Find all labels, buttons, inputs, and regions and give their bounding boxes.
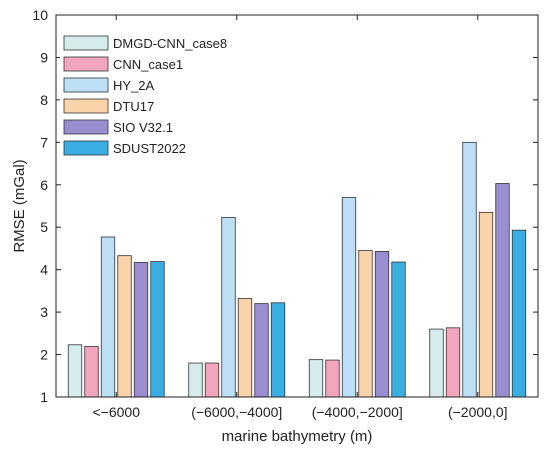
bar-dtu17-2 [358,250,373,398]
y-tick-label: 4 [40,262,48,278]
y-tick-label: 6 [40,177,48,193]
bar-cnn-case1-3 [445,327,461,398]
bars [67,141,527,398]
bar-sio-v32-1-3 [495,183,510,398]
bar-dmgd-cnn-case8-2 [308,359,324,398]
legend-swatch [63,98,109,114]
y-tick-label: 1 [40,389,48,405]
bar-dtu17-1 [237,298,253,398]
bar-sdust2022-1 [270,302,286,398]
bar-dtu17-3 [478,211,494,398]
y-tick-label: 8 [40,92,48,108]
bar-sdust2022-3 [511,229,527,398]
bar-dmgd-cnn-case8-1 [188,362,203,398]
y-tick-label: 3 [40,304,48,320]
legend: DMGD-CNN_case8 CNN_case1 HY_2A DTU17 SIO V32… [60,30,230,162]
plot-frame [55,14,539,398]
x-axis-ticks: <−6000 (−6000,−4000] (−4000,−2000] (−2000,0… [93,15,508,420]
bar-cnn-case1-2 [325,359,340,398]
bar-sio-v32-1-1 [254,303,269,398]
legend-swatch [63,77,109,93]
y-tick-label: 7 [40,134,48,150]
legend-entry-label: SDUST2022 [113,141,186,156]
bar-cnn-case1-0 [84,346,99,398]
y-tick-label: 9 [40,49,48,65]
y-tick-label: 10 [32,7,48,23]
legend-entry-label: DTU17 [113,99,154,114]
bar-cnn-case1-1 [204,362,220,398]
legend-box [60,30,230,162]
x-tick-label: (−2000,0] [448,404,508,420]
legend-entry-label: DMGD-CNN_case8 [113,36,227,51]
bar-dmgd-cnn-case8-3 [429,328,444,398]
bar-hy-2a-0 [100,236,116,398]
legend-entry-label: CNN_case1 [113,57,183,72]
bar-sdust2022-0 [150,261,165,398]
bar-hy-2a-1 [221,217,236,398]
y-axis-label: RMSE (mGal) [11,159,28,252]
legend-entry-label: SIO V32.1 [113,120,173,135]
x-tick-label: <−6000 [93,404,141,420]
legend-entry-label: HY_2A [113,78,155,93]
x-axis-label: marine bathymetry (m) [222,428,373,445]
bar-dtu17-0 [117,255,132,398]
legend-swatch [63,56,109,72]
legend-swatch [63,35,109,51]
legend-swatch [63,119,109,135]
y-tick-label: 2 [40,347,48,363]
bar-hy-2a-2 [341,197,357,398]
x-tick-label: (−4000,−2000] [312,404,403,420]
legend-swatch [63,140,109,156]
bar-hy-2a-3 [462,141,477,398]
x-tick-label: (−6000,−4000] [191,404,282,420]
bar-sio-v32-1-2 [374,251,390,398]
bar-sio-v32-1-0 [133,262,149,398]
y-tick-label: 5 [40,219,48,235]
bar-sdust2022-2 [391,261,406,398]
bar-dmgd-cnn-case8-0 [67,344,83,398]
